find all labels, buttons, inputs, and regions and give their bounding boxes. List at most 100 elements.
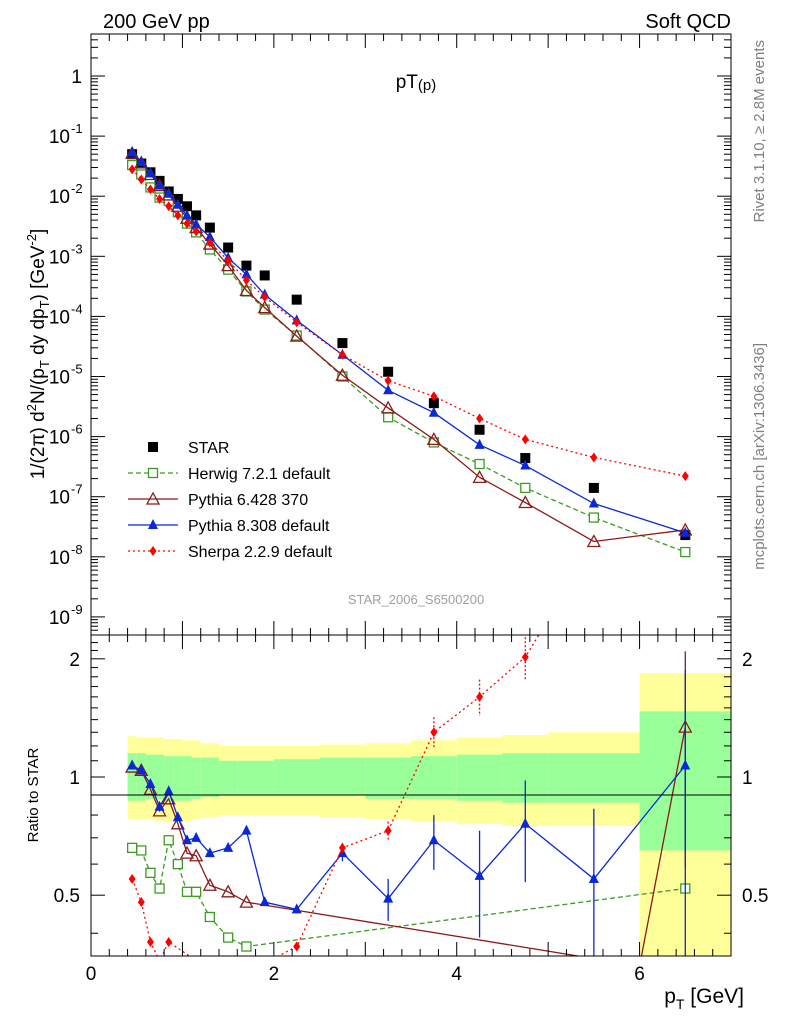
main-point-pythia-3-3 (154, 179, 165, 190)
y-tick-exp-2: -7 (71, 482, 83, 497)
main-point-pythia-3-15 (428, 406, 439, 417)
green-band-5 (173, 756, 183, 801)
ratio-y-tick-label-right-0: 0.5 (742, 886, 768, 907)
main-line-sherpa-4 (131, 168, 686, 477)
main-point-sherpa-4-3 (156, 193, 164, 204)
ratio-point-sherpa-3-8 (384, 825, 392, 836)
ratio-panel-marks (125, 635, 693, 987)
header-left: 200 GeV pp (103, 11, 210, 33)
green-band-11 (255, 760, 274, 795)
green-band-3 (155, 754, 165, 799)
ratio-point-herwig-0-0 (126, 842, 138, 854)
main-point-pythia-2-17 (518, 495, 533, 509)
ratio-point-pythia-2-5 (172, 811, 183, 822)
ratio-point-herwig-0-7 (190, 886, 202, 897)
ratio-point-pythia-1-1 (134, 762, 149, 776)
x-tick-label-0: 0 (86, 964, 97, 985)
main-point-sherpa-4-8 (206, 237, 214, 248)
main-point-sherpa-4-0 (128, 164, 136, 175)
mcplots-label: mcplots.cern.ch [arXiv:1306.3436] (751, 343, 768, 570)
main-point-pythia-2-8 (202, 236, 217, 250)
main-point-pythia-2-16 (472, 469, 487, 483)
main-point-sherpa-4-15 (430, 391, 438, 402)
main-point-herwig-1-14 (382, 412, 394, 423)
green-band-16 (456, 754, 503, 801)
main-point-star-0-12 (291, 294, 302, 305)
main-point-star-0-13 (337, 338, 348, 349)
main-point-pythia-2-9 (221, 258, 236, 272)
legend-marker-3 (148, 519, 158, 529)
ratio-point-sherpa-3-4 (165, 936, 173, 947)
ratio-point-herwig-0-3 (154, 883, 165, 894)
main-point-pythia-2-18 (586, 534, 601, 548)
ratio-point-sherpa-3-1 (137, 897, 145, 908)
legend-marker-4 (149, 546, 157, 556)
y-tick-exp-4: -5 (71, 362, 83, 377)
main-point-star-0-6 (182, 201, 192, 212)
y-tick-exp-5: -4 (71, 301, 83, 316)
main-point-star-0-9 (223, 242, 234, 253)
main-point-star-0-16 (474, 424, 485, 435)
main-point-sherpa-4-14 (384, 375, 392, 386)
legend-marker-2 (145, 491, 161, 505)
y-tick-label-4: 10 (49, 368, 70, 389)
main-point-sherpa-4-11 (261, 292, 269, 303)
main-panel-marks (125, 145, 693, 558)
main-point-pythia-3-18 (588, 497, 599, 508)
ratio-y-tick-label-right-1: 1 (742, 768, 753, 789)
x-tick-label-3: 6 (634, 964, 645, 985)
main-point-pythia-2-13 (335, 367, 350, 381)
legend-label-0: STAR (188, 440, 229, 457)
main-point-pythia-2-15 (426, 432, 441, 446)
ratio-point-herwig-0-2 (145, 867, 156, 878)
ratio-point-herwig-0-6 (181, 886, 193, 897)
main-point-star-0-18 (588, 482, 599, 493)
ratio-point-pythia-2-11 (259, 896, 270, 907)
ratio-point-sherpa-3-11 (521, 652, 529, 663)
main-title: pT(p) (396, 72, 437, 94)
main-point-herwig-1-18 (588, 512, 600, 523)
legend-marker-0 (148, 442, 158, 452)
main-point-pythia-3-17 (520, 459, 531, 470)
green-band-10 (237, 760, 256, 795)
green-band-12 (273, 759, 320, 795)
header-right: Soft QCD (645, 11, 731, 33)
green-band-0 (127, 753, 137, 801)
main-point-sherpa-4-17 (521, 434, 529, 445)
green-band-14 (365, 757, 411, 799)
main-point-sherpa-4-7 (192, 226, 200, 237)
main-point-pythia-2-0 (125, 145, 140, 159)
green-band-6 (182, 756, 192, 801)
x-tick-label-1: 2 (269, 964, 280, 985)
green-band-2 (145, 754, 155, 799)
y-tick-label-7: 10 (49, 187, 70, 208)
ratio-y-tick-label-left-1: 1 (69, 768, 80, 789)
main-point-star-0-17 (520, 453, 531, 464)
main-point-pythia-3-7 (191, 218, 202, 229)
y-tick-exp-0: -9 (71, 602, 83, 617)
ratio-line-pythia-1 (131, 726, 686, 956)
y-tick-exp-8: -1 (71, 121, 83, 136)
ratio-point-herwig-0-5 (172, 858, 184, 870)
ratio-point-sherpa-3-10 (476, 691, 484, 702)
main-point-pythia-3-1 (136, 156, 147, 167)
y-tick-label-2: 10 (49, 488, 70, 509)
ratio-point-pythia-2-3 (154, 800, 165, 811)
ratio-point-pythia-2-10 (241, 824, 252, 835)
ratio-point-sherpa-3-5 (225, 977, 232, 987)
main-point-sherpa-4-18 (590, 452, 598, 463)
ratio-point-pythia-2-14 (383, 892, 394, 903)
main-point-sherpa-4-12 (293, 317, 301, 328)
ratio-line-herwig-0 (131, 837, 686, 948)
main-point-herwig-1-16 (474, 458, 485, 470)
y-tick-label-6: 10 (49, 247, 70, 268)
ratio-point-pythia-2-19 (680, 759, 691, 770)
ratio-point-herwig-0-9 (222, 932, 234, 943)
ratio-point-pythia-2-4 (163, 785, 174, 796)
main-point-star-0-7 (191, 210, 202, 221)
y-tick-label-3: 10 (49, 428, 70, 449)
main-point-star-0-15 (428, 398, 439, 409)
ratio-y-axis-title: Ratio to STAR (25, 747, 42, 842)
ratio-point-pythia-1-6 (179, 845, 195, 859)
main-point-sherpa-4-1 (137, 174, 145, 185)
